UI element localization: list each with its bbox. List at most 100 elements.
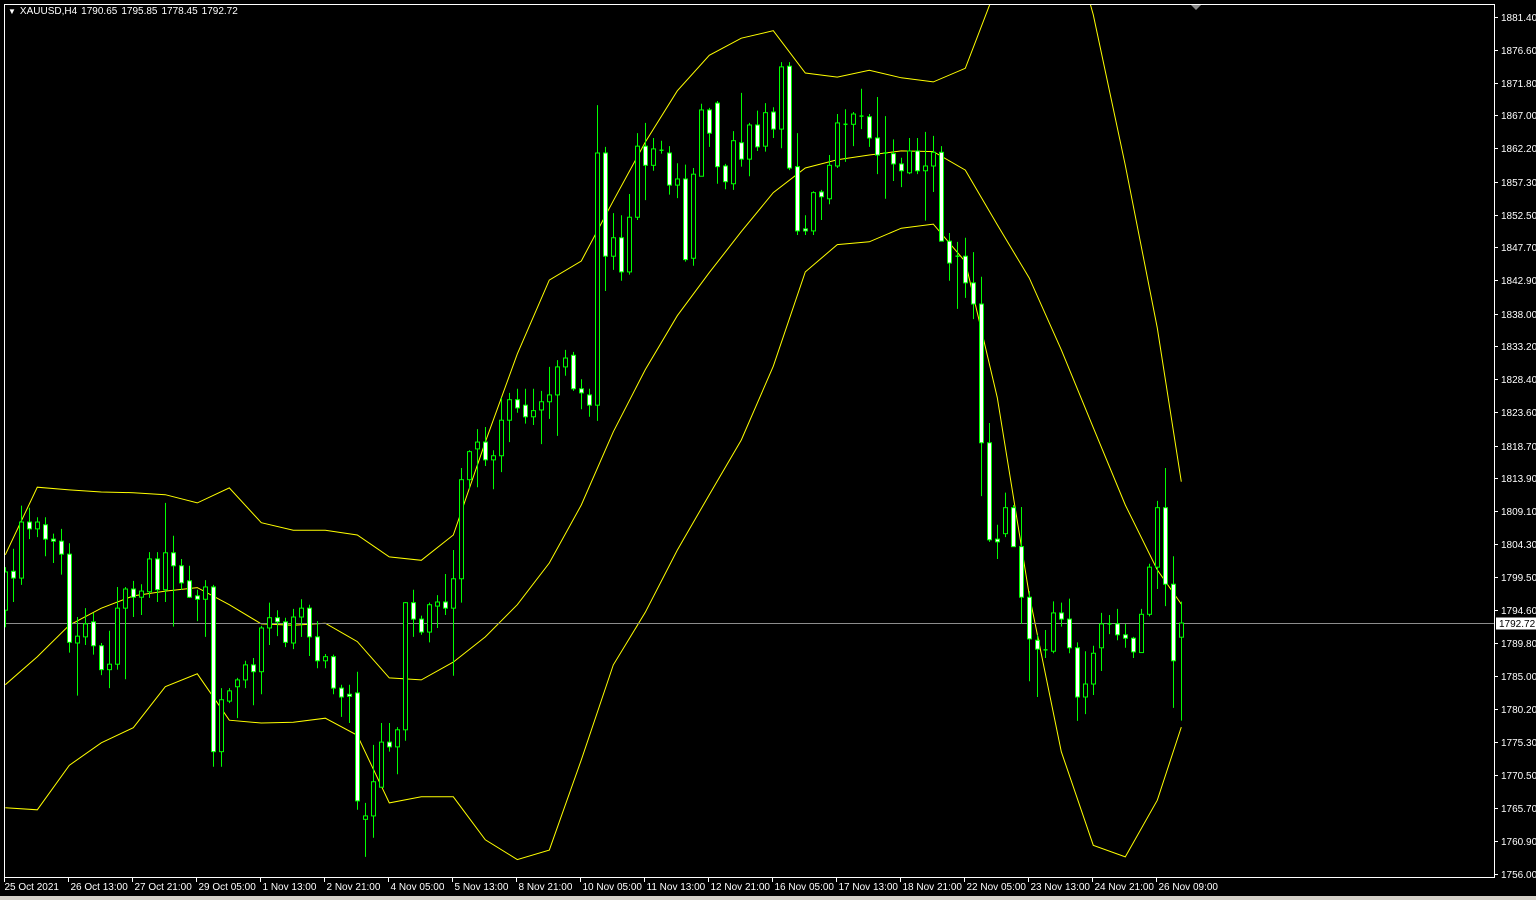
x-tick-label: 12 Nov 21:00 — [711, 882, 771, 893]
candle-body — [299, 607, 304, 618]
candle-body — [435, 601, 440, 607]
candle-body — [691, 173, 696, 259]
y-tick-label: 1833.20 — [1501, 342, 1536, 353]
candle-body — [707, 109, 712, 134]
candle — [763, 103, 768, 152]
candle-body — [259, 627, 264, 673]
candle — [219, 688, 224, 767]
candle-body — [219, 699, 224, 753]
candle-body — [1003, 507, 1008, 535]
candles — [5, 62, 1184, 857]
candle — [1027, 591, 1032, 682]
candle — [563, 349, 568, 376]
candle — [307, 604, 312, 656]
candle — [659, 140, 664, 154]
candle-body — [355, 692, 360, 802]
candle-body — [179, 565, 184, 584]
y-tick-label: 1785.00 — [1501, 672, 1536, 683]
triangle-down-icon[interactable]: ▼ — [8, 7, 16, 16]
candle-body — [1059, 612, 1064, 620]
candle — [851, 111, 856, 147]
candle-body — [875, 137, 880, 156]
candle — [35, 517, 40, 538]
candle-body — [1139, 613, 1144, 654]
candle-body — [899, 163, 904, 172]
candle-body — [819, 191, 824, 198]
candle-body — [123, 588, 128, 609]
candle-body — [811, 192, 816, 232]
candle-body — [1115, 623, 1120, 636]
candle-body — [427, 604, 432, 633]
candle — [203, 580, 208, 637]
candle-body — [539, 401, 544, 411]
candle-body — [307, 607, 312, 638]
candle-body — [1019, 546, 1024, 598]
candle-body — [19, 521, 24, 579]
candle — [123, 586, 128, 680]
candle — [619, 215, 624, 281]
candle-body — [1075, 647, 1080, 698]
candle-body — [963, 255, 968, 284]
current-price-label: 1792.72 — [1496, 617, 1536, 630]
candle — [523, 388, 528, 424]
candle — [27, 507, 32, 540]
candle — [251, 658, 256, 706]
candle-body — [627, 216, 632, 273]
candle — [755, 110, 760, 151]
candle-body — [1035, 639, 1040, 650]
candle — [107, 630, 112, 689]
candle — [955, 241, 960, 309]
candle-body — [347, 693, 352, 697]
candle — [147, 552, 152, 598]
candle — [803, 215, 808, 236]
candle-body — [835, 122, 840, 167]
candle — [683, 164, 688, 262]
candle — [187, 565, 192, 598]
header-low: 1778.45 — [161, 6, 198, 17]
candle — [827, 155, 832, 205]
candle — [931, 135, 936, 192]
candle-body — [291, 616, 296, 644]
candle-body — [683, 178, 688, 261]
candle-body — [227, 690, 232, 702]
candle — [915, 137, 920, 175]
chart-shift-marker[interactable] — [1191, 5, 1201, 10]
candle-body — [1131, 637, 1136, 653]
candle-body — [387, 741, 392, 748]
candle-body — [251, 664, 256, 673]
candle-body — [987, 442, 992, 541]
candle-body — [459, 479, 464, 580]
y-tick-label: 1809.10 — [1501, 507, 1536, 518]
candle-body — [1091, 652, 1096, 685]
candle — [723, 163, 728, 190]
candle — [347, 684, 352, 723]
y-tick-label: 1756.00 — [1501, 870, 1536, 881]
candle — [451, 550, 456, 676]
candle — [859, 88, 864, 130]
x-tick-label: 18 Nov 21:00 — [903, 882, 963, 893]
bollinger-lower-band — [5, 223, 1182, 861]
candle — [51, 533, 56, 564]
candle — [435, 595, 440, 628]
candle-body — [403, 602, 408, 731]
candle-body — [1171, 583, 1176, 662]
candle-body — [515, 399, 520, 409]
candle — [627, 194, 632, 275]
candle-body — [107, 663, 112, 671]
y-tick-label: 1823.60 — [1501, 408, 1536, 419]
candle-body — [779, 66, 784, 130]
candle — [1171, 556, 1176, 708]
candle-body — [947, 240, 952, 264]
candle — [979, 276, 984, 497]
y-tick-label: 1789.80 — [1501, 639, 1536, 650]
candle-body — [699, 109, 704, 177]
candle — [211, 584, 216, 767]
x-tick-label: 24 Nov 21:00 — [1095, 882, 1155, 893]
y-tick-label: 1799.50 — [1501, 573, 1536, 584]
candle-body — [467, 451, 472, 481]
candle — [651, 137, 656, 171]
candle-body — [595, 152, 600, 406]
candle — [947, 232, 952, 281]
